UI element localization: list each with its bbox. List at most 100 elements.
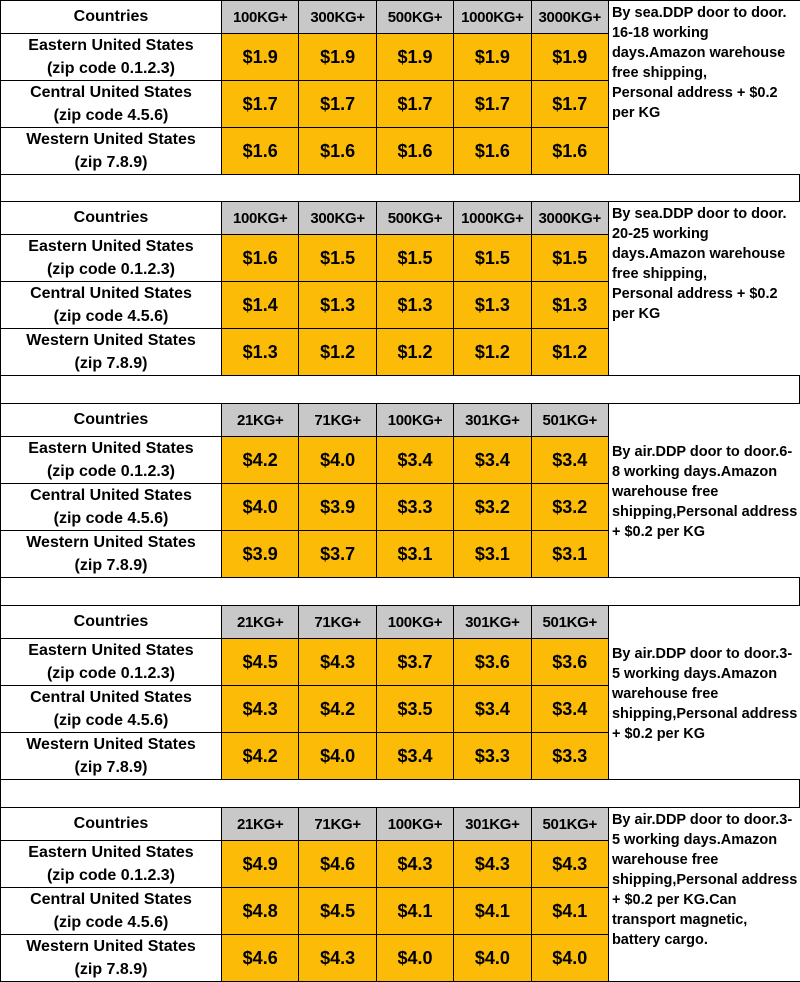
price-cell: $1.5: [298, 234, 377, 282]
table-row: Eastern United States (zip code 0.1.2.3) $…: [0, 840, 800, 888]
price-cell: $4.3: [220, 685, 300, 733]
price-cell: $4.3: [375, 840, 455, 888]
price-cell: $1.5: [453, 234, 532, 282]
weight-tier-header: 501KG+: [530, 403, 609, 437]
price-cell: $3.4: [375, 436, 455, 484]
price-cell: $1.7: [298, 80, 377, 128]
region-name: Central United States: [30, 285, 192, 302]
price-cell: $3.9: [220, 530, 300, 578]
region-name: Western United States: [26, 938, 196, 955]
rate-table: Countries 21KG+ 71KG+ 100KG+ 301KG+ 501KG+ By …: [0, 403, 800, 578]
price-cell: $4.1: [530, 887, 609, 935]
region-name: Central United States: [30, 689, 192, 706]
price-cell: $4.8: [220, 887, 300, 935]
price-cell: $4.2: [298, 685, 377, 733]
price-cell: $3.7: [298, 530, 377, 578]
rate-table: Countries 21KG+ 71KG+ 100KG+ 301KG+ 501KG+ By …: [0, 807, 800, 982]
price-cell: $4.9: [220, 840, 300, 888]
price-cell: $4.3: [453, 840, 532, 888]
table-row: Western United States (zip 7.8.9) $3.9 $3.7…: [0, 530, 800, 578]
weight-tier-header: 300KG+: [298, 201, 377, 235]
header-row: Countries 21KG+ 71KG+ 100KG+ 301KG+ 501KG+ By …: [0, 403, 800, 578]
region-name: Western United States: [26, 534, 196, 551]
table-row: Western United States (zip 7.8.9) $4.2 $4.0…: [0, 732, 800, 780]
price-cell: $1.3: [220, 328, 300, 376]
weight-tier-header: 500KG+: [375, 0, 455, 34]
region-cell: Central United States (zip code 4.5.6): [0, 281, 222, 329]
weight-tier-header: 100KG+: [375, 605, 455, 639]
header-row: Countries 100KG+ 300KG+ 500KG+ 1000KG+ 3000KG…: [0, 0, 800, 175]
region-cell: Eastern United States (zip code 0.1.2.3): [0, 234, 222, 282]
rate-block-sea-economy: Countries 100KG+ 300KG+ 500KG+ 1000KG+ 3000KG…: [0, 201, 800, 376]
region-cell: Western United States (zip 7.8.9): [0, 732, 222, 780]
price-cell: $3.1: [530, 530, 609, 578]
weight-tier-header: 500KG+: [375, 201, 455, 235]
header-row: Countries 100KG+ 300KG+ 500KG+ 1000KG+ 3000KG…: [0, 201, 800, 376]
block-separator: [0, 175, 800, 201]
price-cell: $4.0: [375, 934, 455, 982]
price-cell: $1.2: [298, 328, 377, 376]
shipping-terms-note: By air.DDP door to door.6-8 working days…: [607, 403, 800, 578]
price-cell: $1.9: [375, 33, 455, 81]
price-cell: $1.7: [530, 80, 609, 128]
price-cell: $4.0: [298, 732, 377, 780]
weight-tier-header: 301KG+: [453, 605, 532, 639]
price-cell: $4.6: [298, 840, 377, 888]
price-cell: $1.6: [220, 127, 300, 175]
weight-tier-header: 100KG+: [375, 403, 455, 437]
block-separator: [0, 578, 800, 605]
price-cell: $1.2: [530, 328, 609, 376]
region-zip: (zip 7.8.9): [74, 557, 148, 574]
region-zip: (zip code 0.1.2.3): [46, 665, 176, 682]
table-row: Central United States (zip code 4.5.6) $4.…: [0, 483, 800, 531]
region-cell: Central United States (zip code 4.5.6): [0, 80, 222, 128]
weight-tier-header: 300KG+: [298, 0, 377, 34]
shipping-terms-note: By sea.DDP door to door. 16-18 working d…: [607, 0, 800, 175]
rate-table: Countries 100KG+ 300KG+ 500KG+ 1000KG+ 3000KG…: [0, 0, 800, 175]
region-zip: (zip 7.8.9): [74, 759, 148, 776]
rate-block-air-standard: Countries 21KG+ 71KG+ 100KG+ 301KG+ 501KG+ By …: [0, 403, 800, 578]
rate-block-air-express-battery: Countries 21KG+ 71KG+ 100KG+ 301KG+ 501KG+ By …: [0, 807, 800, 982]
price-cell: $3.3: [453, 732, 532, 780]
countries-header: Countries: [0, 403, 222, 437]
price-cell: $3.6: [530, 638, 609, 686]
price-cell: $4.0: [453, 934, 532, 982]
region-zip: (zip code 4.5.6): [53, 510, 169, 527]
rate-block-sea-standard: Countries 100KG+ 300KG+ 500KG+ 1000KG+ 3000KG…: [0, 0, 800, 175]
price-cell: $1.2: [453, 328, 532, 376]
region-cell: Western United States (zip 7.8.9): [0, 934, 222, 982]
price-cell: $4.2: [220, 732, 300, 780]
block-separator: [0, 376, 800, 403]
price-cell: $1.4: [220, 281, 300, 329]
price-cell: $1.7: [220, 80, 300, 128]
region-cell: Western United States (zip 7.8.9): [0, 127, 222, 175]
price-cell: $3.4: [375, 732, 455, 780]
region-zip: (zip 7.8.9): [74, 355, 148, 372]
weight-tier-header: 21KG+: [220, 605, 300, 639]
price-cell: $1.6: [220, 234, 300, 282]
region-zip: (zip code 0.1.2.3): [46, 261, 176, 278]
weight-tier-header: 1000KG+: [453, 0, 532, 34]
price-cell: $1.9: [453, 33, 532, 81]
price-cell: $4.3: [298, 934, 377, 982]
price-cell: $3.4: [453, 685, 532, 733]
rate-block-air-express: Countries 21KG+ 71KG+ 100KG+ 301KG+ 501KG+ By …: [0, 605, 800, 780]
shipping-terms-note: By air.DDP door to door.3-5 working days…: [607, 807, 800, 982]
region-zip: (zip code 0.1.2.3): [46, 60, 176, 77]
price-cell: $1.9: [530, 33, 609, 81]
region-zip: (zip 7.8.9): [74, 961, 148, 978]
region-cell: Western United States (zip 7.8.9): [0, 530, 222, 578]
table-row: Eastern United States (zip code 0.1.2.3) $…: [0, 638, 800, 686]
weight-tier-header: 71KG+: [298, 605, 377, 639]
countries-header: Countries: [0, 807, 222, 841]
weight-tier-header: 100KG+: [220, 0, 300, 34]
region-zip: (zip code 4.5.6): [53, 308, 169, 325]
rate-table: Countries 21KG+ 71KG+ 100KG+ 301KG+ 501KG+ By …: [0, 605, 800, 780]
price-cell: $4.1: [453, 887, 532, 935]
price-cell: $1.2: [375, 328, 455, 376]
block-separator: [0, 780, 800, 807]
table-row: Western United States (zip 7.8.9) $1.3 $1.2…: [0, 328, 800, 376]
region-zip: (zip code 4.5.6): [53, 107, 169, 124]
region-cell: Eastern United States (zip code 0.1.2.3): [0, 33, 222, 81]
table-row: Western United States (zip 7.8.9) $1.6 $1.6…: [0, 127, 800, 175]
